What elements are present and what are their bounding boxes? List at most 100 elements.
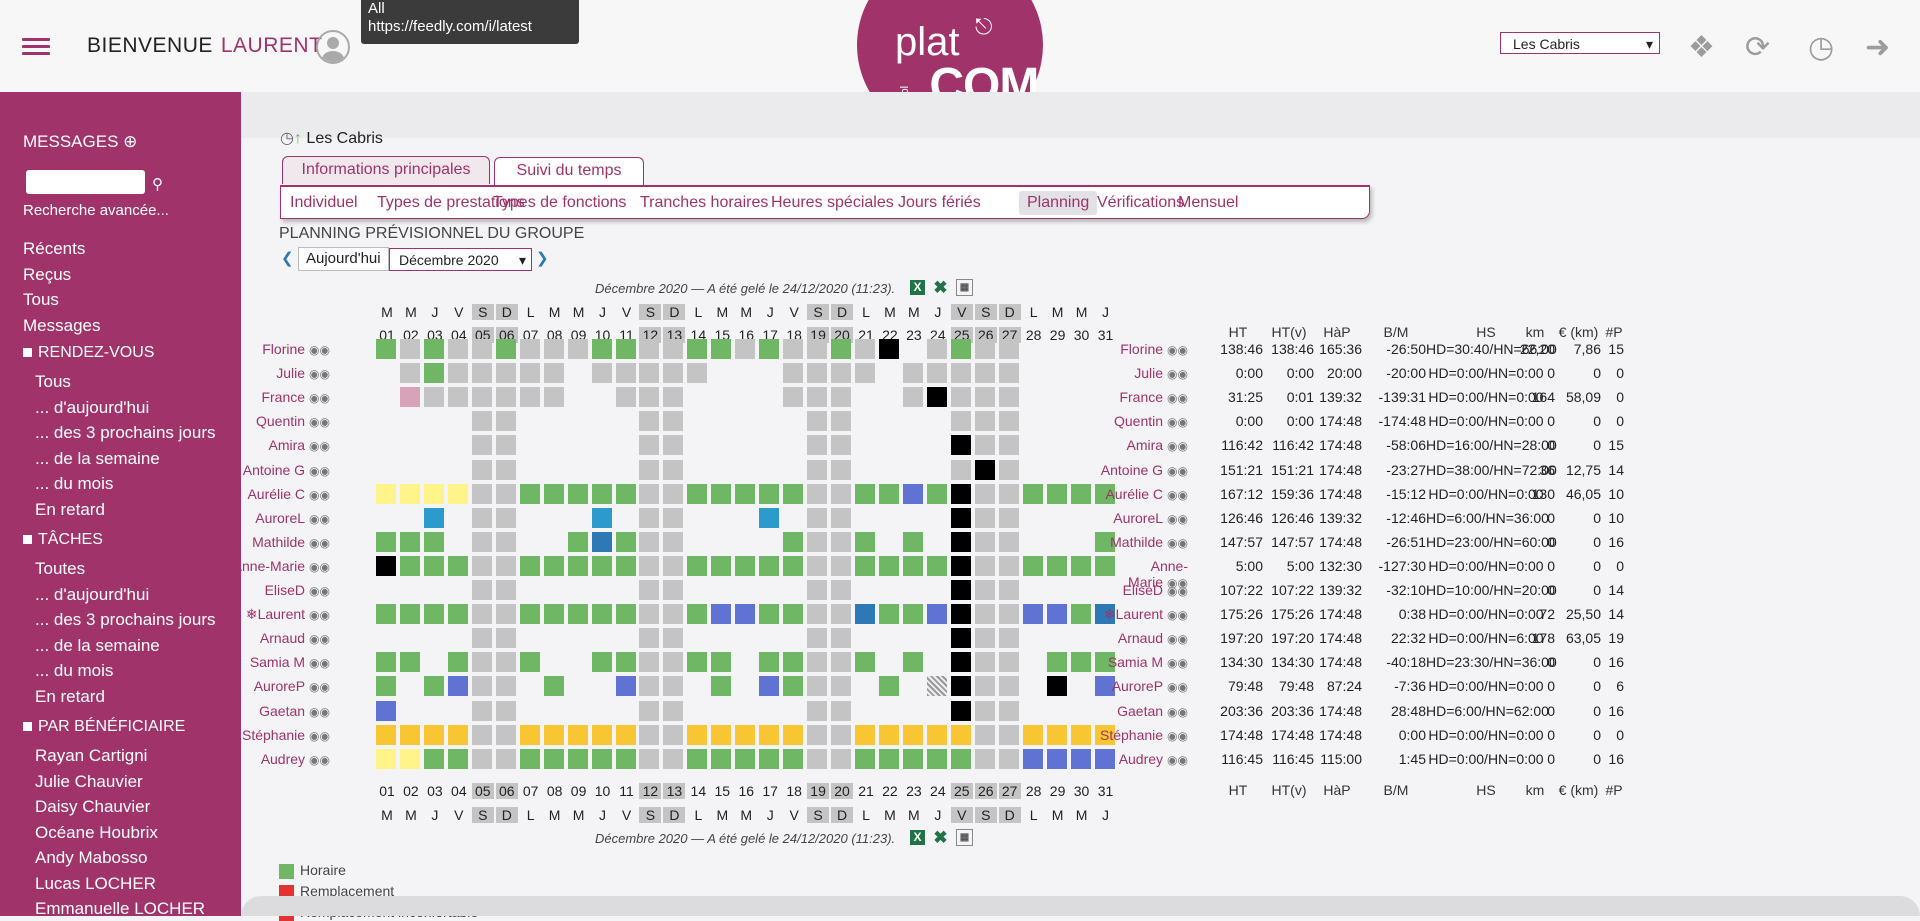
planning-cell[interactable]: [495, 483, 516, 504]
planning-cell[interactable]: [543, 724, 564, 745]
planning-cell[interactable]: [591, 363, 612, 384]
planning-cell[interactable]: [878, 604, 899, 625]
planning-cell[interactable]: [974, 387, 995, 408]
planning-cell[interactable]: [759, 483, 780, 504]
planning-cell[interactable]: [1022, 724, 1043, 745]
stats-person-name[interactable]: Aurélie C ◉◉: [1098, 486, 1188, 502]
planning-cell[interactable]: [998, 748, 1019, 769]
planning-cell[interactable]: [471, 724, 492, 745]
planning-cell[interactable]: [1094, 676, 1115, 697]
planning-cell[interactable]: [1046, 676, 1067, 697]
planning-cell[interactable]: [519, 724, 540, 745]
planning-cell[interactable]: [974, 459, 995, 480]
sidebar-item[interactable]: En retard: [35, 686, 105, 706]
stats-person-name[interactable]: Florine ◉◉: [1098, 341, 1188, 357]
planning-cell[interactable]: [759, 604, 780, 625]
planning-cell[interactable]: [735, 339, 756, 359]
planning-cell[interactable]: [423, 724, 444, 745]
planning-cell[interactable]: [543, 676, 564, 697]
planning-cell[interactable]: [950, 748, 971, 769]
planning-cell[interactable]: [1046, 652, 1067, 673]
planning-cell[interactable]: [950, 724, 971, 745]
planning-cell[interactable]: [831, 724, 852, 745]
planning-cell[interactable]: [807, 411, 828, 432]
planning-cell[interactable]: [711, 724, 732, 745]
planning-cell[interactable]: [591, 604, 612, 625]
planning-cell[interactable]: [615, 676, 636, 697]
sidebar-item[interactable]: ... des 3 prochains jours: [35, 423, 216, 442]
stats-person-name[interactable]: AuroreL ◉◉: [1098, 510, 1188, 526]
planning-cell[interactable]: [974, 555, 995, 576]
avatar-icon[interactable]: [316, 30, 350, 64]
planning-cell[interactable]: [950, 363, 971, 384]
planning-cell[interactable]: [1070, 604, 1091, 625]
binoculars-icon[interactable]: ◉◉: [309, 584, 330, 598]
planning-cell[interactable]: [471, 580, 492, 600]
planning-cell[interactable]: [783, 531, 804, 552]
planning-cell[interactable]: [543, 387, 564, 408]
subtab-v-rifications[interactable]: Vérifications: [1097, 194, 1185, 211]
planning-cell[interactable]: [902, 387, 923, 408]
planning-cell[interactable]: [926, 724, 947, 745]
planning-cell[interactable]: [447, 339, 468, 359]
planning-cell[interactable]: [759, 652, 780, 673]
planning-cell[interactable]: [495, 555, 516, 576]
planning-cell[interactable]: [855, 652, 875, 673]
planning-cell[interactable]: [950, 483, 971, 504]
planning-cell[interactable]: [998, 604, 1019, 625]
planning-cell[interactable]: [663, 580, 684, 600]
planning-cell[interactable]: [663, 339, 684, 359]
planning-cell[interactable]: [639, 604, 660, 625]
planning-cell[interactable]: [855, 339, 875, 359]
planning-cell[interactable]: [471, 507, 492, 528]
planning-cell[interactable]: [471, 748, 492, 769]
planning-cell[interactable]: [1046, 604, 1067, 625]
planning-cell[interactable]: [399, 483, 420, 504]
planning-cell[interactable]: [1046, 555, 1067, 576]
sidebar-item[interactable]: Messages: [23, 315, 101, 335]
planning-cell[interactable]: [998, 507, 1019, 528]
stats-person-name[interactable]: Arnaud ◉◉: [1098, 630, 1188, 646]
planning-cell[interactable]: [423, 363, 444, 384]
planning-cell[interactable]: [950, 628, 971, 649]
planning-cell[interactable]: [974, 507, 995, 528]
planning-cell[interactable]: [447, 652, 468, 673]
validate-icon[interactable]: ✖: [933, 278, 948, 297]
planning-cell[interactable]: [471, 363, 492, 384]
planning-cell[interactable]: [998, 459, 1019, 480]
planning-cell[interactable]: [543, 748, 564, 769]
binoculars-icon[interactable]: ◉◉: [309, 704, 330, 719]
sidebar-item[interactable]: Toutes: [35, 559, 86, 578]
subtab-individuel[interactable]: Individuel: [290, 194, 358, 211]
planning-cell[interactable]: [926, 604, 947, 625]
planning-cell[interactable]: [831, 652, 852, 673]
planning-cell[interactable]: [974, 483, 995, 504]
collapse-icon[interactable]: [23, 535, 32, 545]
planning-cell[interactable]: [1094, 724, 1115, 745]
planning-cell[interactable]: [495, 411, 516, 432]
planning-cell[interactable]: [471, 459, 492, 480]
planning-cell[interactable]: [687, 555, 708, 576]
person-name[interactable]: Arnaud ◉◉: [232, 630, 330, 646]
planning-cell[interactable]: [376, 555, 396, 576]
planning-cell[interactable]: [447, 555, 468, 576]
planning-cell[interactable]: [950, 459, 971, 480]
planning-cell[interactable]: [663, 483, 684, 504]
sidebar-item[interactable]: Tous: [35, 372, 71, 391]
planning-cell[interactable]: [711, 483, 732, 504]
sidebar-item[interactable]: ... des 3 prochains jours: [35, 610, 216, 629]
planning-cell[interactable]: [543, 363, 564, 384]
planning-cell[interactable]: [471, 387, 492, 408]
stats-person-name[interactable]: Antoine G ◉◉: [1098, 462, 1188, 478]
sidebar-item[interactable]: Daisy Chauvier: [35, 797, 151, 816]
planning-cell[interactable]: [807, 483, 828, 504]
person-name[interactable]: AuroreL ◉◉: [232, 510, 330, 526]
planning-cell[interactable]: [998, 531, 1019, 552]
planning-cell[interactable]: [998, 435, 1019, 456]
search-icon[interactable]: ⚲: [152, 176, 163, 193]
planning-cell[interactable]: [639, 652, 660, 673]
planning-cell[interactable]: [759, 748, 780, 769]
planning-cell[interactable]: [663, 531, 684, 552]
planning-cell[interactable]: [687, 483, 708, 504]
planning-cell[interactable]: [974, 652, 995, 673]
